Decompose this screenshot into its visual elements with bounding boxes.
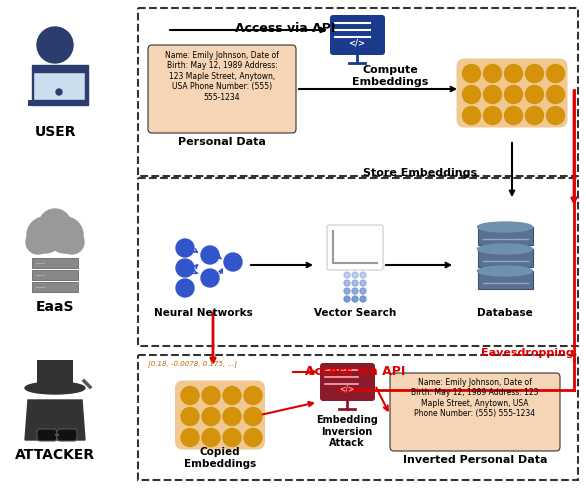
Circle shape [526, 64, 543, 82]
Circle shape [26, 230, 50, 254]
FancyBboxPatch shape [478, 271, 533, 289]
Circle shape [223, 386, 241, 405]
Circle shape [202, 428, 220, 447]
Circle shape [27, 217, 63, 253]
Circle shape [176, 259, 194, 277]
Text: Eavesdropping: Eavesdropping [481, 348, 574, 358]
Text: Neural Networks: Neural Networks [154, 308, 253, 318]
Circle shape [60, 230, 84, 254]
Circle shape [344, 272, 350, 278]
Text: Access via API: Access via API [305, 365, 405, 378]
FancyBboxPatch shape [32, 282, 78, 292]
Text: Database: Database [477, 308, 533, 318]
Circle shape [352, 296, 358, 302]
Circle shape [176, 279, 194, 297]
Circle shape [202, 407, 220, 426]
Text: EaaS: EaaS [36, 300, 74, 314]
Circle shape [462, 106, 481, 124]
Text: Inverted Personal Data: Inverted Personal Data [403, 455, 547, 465]
Text: Vector Search: Vector Search [314, 308, 396, 318]
Circle shape [56, 89, 62, 95]
Circle shape [483, 106, 502, 124]
FancyBboxPatch shape [37, 360, 73, 390]
Circle shape [181, 386, 199, 405]
FancyBboxPatch shape [330, 15, 385, 55]
Text: Name: Emily Johnson, Date of
Birth: May 12, 1989 Address: 123
Maple Street, Anyt: Name: Emily Johnson, Date of Birth: May … [411, 378, 539, 418]
Circle shape [181, 428, 199, 447]
Circle shape [360, 288, 366, 294]
Circle shape [352, 288, 358, 294]
FancyBboxPatch shape [327, 225, 383, 270]
FancyBboxPatch shape [320, 363, 375, 401]
Circle shape [344, 296, 350, 302]
Text: </>: </> [339, 385, 355, 393]
Text: Embedding
Inversion
Attack: Embedding Inversion Attack [316, 415, 378, 448]
Circle shape [201, 246, 219, 264]
Text: Access via API: Access via API [235, 22, 335, 35]
Circle shape [352, 272, 358, 278]
Circle shape [526, 85, 543, 103]
Circle shape [39, 209, 71, 241]
Circle shape [37, 27, 73, 63]
Circle shape [47, 217, 83, 253]
Circle shape [244, 428, 262, 447]
FancyBboxPatch shape [478, 249, 533, 267]
Circle shape [223, 428, 241, 447]
FancyBboxPatch shape [37, 429, 57, 441]
Circle shape [352, 280, 358, 286]
Text: Compute
Embeddings: Compute Embeddings [352, 65, 428, 87]
Circle shape [223, 407, 241, 426]
Circle shape [360, 280, 366, 286]
FancyBboxPatch shape [32, 258, 78, 268]
FancyBboxPatch shape [390, 373, 560, 451]
Circle shape [360, 296, 366, 302]
Circle shape [181, 407, 199, 426]
Circle shape [344, 288, 350, 294]
Text: </>: </> [349, 39, 366, 47]
FancyBboxPatch shape [57, 429, 77, 441]
Circle shape [483, 85, 502, 103]
Circle shape [505, 64, 523, 82]
Circle shape [526, 106, 543, 124]
Text: Store Embeddings: Store Embeddings [363, 168, 477, 178]
Text: [0.18, -0.0078, 0.175, ...]: [0.18, -0.0078, 0.175, ...] [148, 360, 237, 367]
Circle shape [176, 239, 194, 257]
FancyBboxPatch shape [456, 59, 567, 127]
Circle shape [224, 253, 242, 271]
FancyBboxPatch shape [175, 381, 265, 449]
Polygon shape [25, 400, 85, 440]
Text: ATTACKER: ATTACKER [15, 448, 95, 462]
Circle shape [547, 106, 564, 124]
Text: USER: USER [34, 125, 76, 139]
Circle shape [462, 85, 481, 103]
Circle shape [547, 64, 564, 82]
Circle shape [505, 85, 523, 103]
Text: Name: Emily Johnson, Date of
Birth: May 12, 1989 Address:
123 Maple Street, Anyt: Name: Emily Johnson, Date of Birth: May … [165, 51, 279, 102]
FancyBboxPatch shape [148, 45, 296, 133]
Circle shape [505, 106, 523, 124]
Circle shape [244, 386, 262, 405]
Circle shape [462, 64, 481, 82]
FancyBboxPatch shape [33, 72, 85, 100]
Ellipse shape [478, 244, 533, 254]
Circle shape [360, 272, 366, 278]
FancyBboxPatch shape [478, 227, 533, 245]
FancyBboxPatch shape [32, 270, 78, 280]
Text: Personal Data: Personal Data [178, 137, 266, 147]
Polygon shape [32, 65, 88, 105]
Text: Copied
Embeddings: Copied Embeddings [184, 447, 256, 468]
Circle shape [344, 280, 350, 286]
Circle shape [201, 269, 219, 287]
Circle shape [483, 64, 502, 82]
Ellipse shape [478, 266, 533, 276]
Circle shape [202, 386, 220, 405]
Ellipse shape [25, 382, 85, 394]
Ellipse shape [478, 222, 533, 232]
Circle shape [244, 407, 262, 426]
Circle shape [547, 85, 564, 103]
FancyBboxPatch shape [28, 100, 88, 106]
